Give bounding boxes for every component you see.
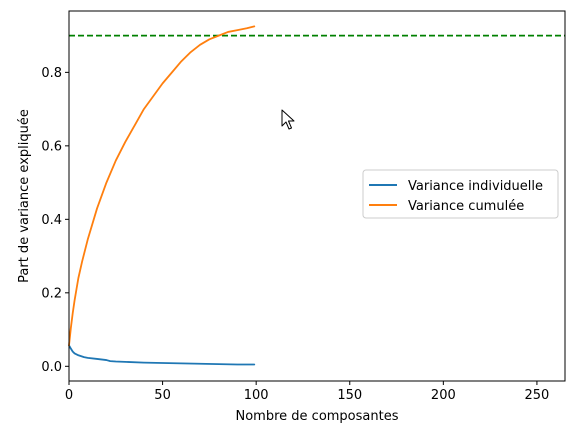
y-axis-label: Part de variance expliquée bbox=[17, 109, 32, 283]
x-axis-ticks: 0 50 100 150 200 250 bbox=[65, 381, 549, 403]
y-tick-label: 0.6 bbox=[41, 139, 62, 154]
legend-box bbox=[362, 169, 559, 219]
x-tick-label: 150 bbox=[337, 388, 362, 403]
y-tick-label: 0.2 bbox=[41, 286, 62, 301]
mouse-cursor-icon bbox=[281, 109, 295, 130]
series-line-individual bbox=[68, 344, 256, 366]
y-axis-ticks: 0.0 0.2 0.4 0.6 0.8 bbox=[41, 66, 69, 375]
x-tick-label: 100 bbox=[244, 388, 269, 403]
legend-label-individual: Variance individuelle bbox=[408, 179, 543, 194]
y-tick-label: 0.0 bbox=[41, 360, 62, 375]
x-tick-label: 50 bbox=[154, 388, 171, 403]
y-tick-label: 0.4 bbox=[41, 213, 62, 228]
series-lines bbox=[68, 25, 256, 366]
series-line-cumulative bbox=[68, 25, 256, 347]
x-tick-label: 200 bbox=[431, 388, 456, 403]
x-tick-label: 250 bbox=[525, 388, 550, 403]
y-tick-label: 0.8 bbox=[41, 66, 62, 81]
legend-label-cumulative: Variance cumulée bbox=[408, 199, 524, 214]
legend: Variance individuelle Variance cumulée bbox=[362, 169, 559, 219]
x-tick-label: 0 bbox=[65, 388, 73, 403]
x-axis-label: Nombre de composantes bbox=[236, 409, 399, 424]
plot-frame bbox=[68, 10, 566, 382]
